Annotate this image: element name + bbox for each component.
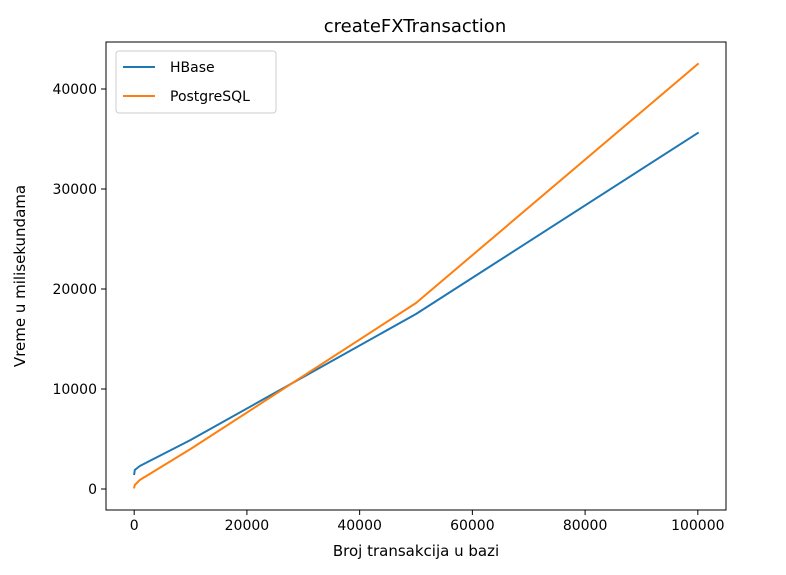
legend: HBase PostgreSQL: [115, 50, 277, 114]
chart-title: createFXTransaction: [324, 16, 506, 37]
x-tick-label: 20000: [225, 518, 270, 534]
x-tick-label: 40000: [337, 518, 382, 534]
x-tick-label: 80000: [563, 518, 608, 534]
plot-area-frame: [105, 41, 727, 511]
y-axis-label: Vreme u milisekundama: [11, 185, 29, 367]
y-axis-ticks: 0 10000 20000 30000 40000: [52, 82, 106, 498]
series-line-postgresql: [133, 62, 700, 489]
legend-label-postgresql: PostgreSQL: [170, 89, 250, 105]
y-tick-label: 10000: [52, 382, 97, 398]
y-tick-label: 40000: [52, 82, 97, 98]
series-lines: [133, 62, 700, 489]
x-tick-label: 60000: [450, 518, 495, 534]
y-tick-label: 30000: [52, 182, 97, 198]
y-tick-label: 20000: [52, 282, 97, 298]
y-tick-label: 0: [88, 482, 97, 498]
series-line-hbase: [133, 131, 700, 476]
x-axis-ticks: 0 20000 40000 60000 80000 100000: [130, 510, 725, 534]
legend-frame: [115, 50, 277, 114]
legend-label-hbase: HBase: [170, 60, 215, 76]
x-tick-label: 0: [130, 518, 139, 534]
x-tick-label: 100000: [671, 518, 724, 534]
x-axis-label: Broj transakcija u bazi: [333, 542, 499, 560]
